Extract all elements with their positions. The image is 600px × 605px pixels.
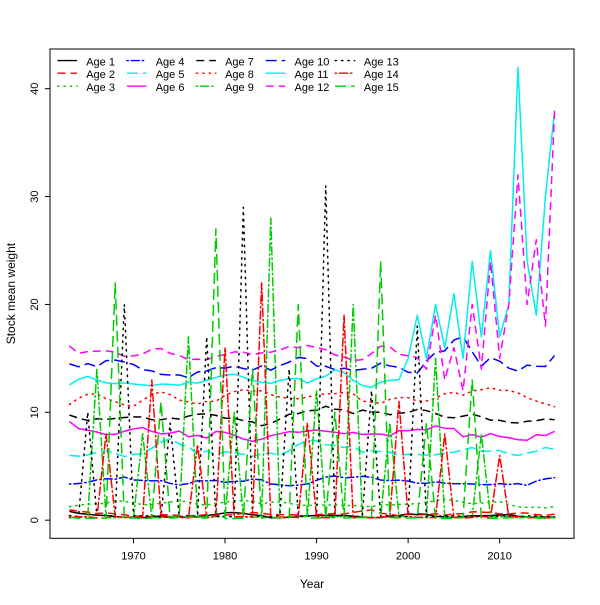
svg-text:Age 10: Age 10: [295, 56, 330, 68]
svg-text:0: 0: [29, 517, 41, 523]
svg-text:2000: 2000: [396, 550, 420, 562]
svg-text:Age 1: Age 1: [86, 56, 115, 68]
svg-text:Age 15: Age 15: [364, 82, 399, 94]
svg-text:Age 6: Age 6: [156, 82, 185, 94]
svg-text:2010: 2010: [487, 550, 511, 562]
svg-text:10: 10: [29, 406, 41, 418]
svg-text:30: 30: [29, 190, 41, 202]
svg-text:Stock mean weight: Stock mean weight: [4, 242, 18, 344]
svg-text:1970: 1970: [121, 550, 145, 562]
svg-text:40: 40: [29, 83, 41, 95]
svg-text:1980: 1980: [213, 550, 237, 562]
svg-text:Age 2: Age 2: [86, 69, 115, 81]
svg-text:Age 5: Age 5: [156, 69, 185, 81]
svg-text:Age 14: Age 14: [364, 69, 399, 81]
svg-text:Age 8: Age 8: [225, 69, 254, 81]
svg-text:Age 11: Age 11: [295, 69, 329, 81]
svg-text:Age 12: Age 12: [295, 82, 330, 94]
svg-text:Year: Year: [300, 577, 324, 591]
svg-text:20: 20: [29, 298, 41, 310]
svg-text:Age 13: Age 13: [364, 56, 399, 68]
svg-text:1990: 1990: [304, 550, 328, 562]
svg-text:Age 3: Age 3: [86, 82, 115, 94]
svg-text:Age 9: Age 9: [225, 82, 254, 94]
svg-text:Age 4: Age 4: [156, 56, 185, 68]
svg-text:Age 7: Age 7: [225, 56, 254, 68]
